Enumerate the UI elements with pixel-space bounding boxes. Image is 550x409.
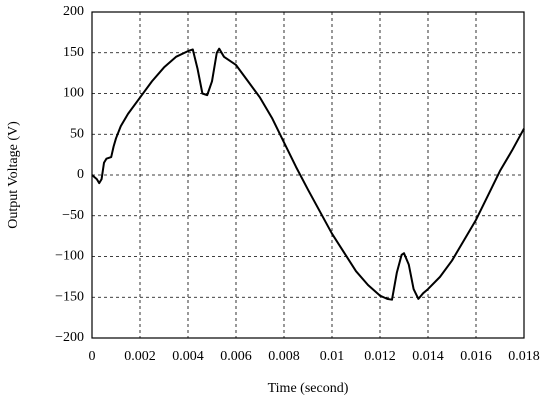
y-tick-label: 150 [63,45,84,60]
y-tick-label: 100 [63,86,84,101]
x-axis-label: Time (second) [268,381,349,396]
x-tick-label: 0.004 [172,349,204,364]
y-tick-label: 200 [63,4,84,19]
x-tick-label: 0.016 [460,349,492,364]
x-tick-label: 0.018 [508,349,540,364]
y-axis-label: Output Voltage (V) [6,121,21,229]
data-line [91,47,525,301]
x-tick-label: 0.006 [220,349,252,364]
x-tick-label: 0 [89,349,96,364]
x-tick-label: 0.008 [268,349,300,364]
x-tick-label: 0.01 [320,349,345,364]
y-tick-label: 50 [70,126,84,141]
y-tick-label: −50 [62,208,84,223]
y-tick-label: −100 [55,249,84,264]
y-tick-label: 0 [77,167,84,182]
y-tick-label: −150 [55,289,84,304]
x-tick-label: 0.012 [364,349,396,364]
x-tick-label: 0.002 [124,349,156,364]
y-tick-label: −200 [55,330,84,345]
x-tick-label: 0.014 [412,349,444,364]
